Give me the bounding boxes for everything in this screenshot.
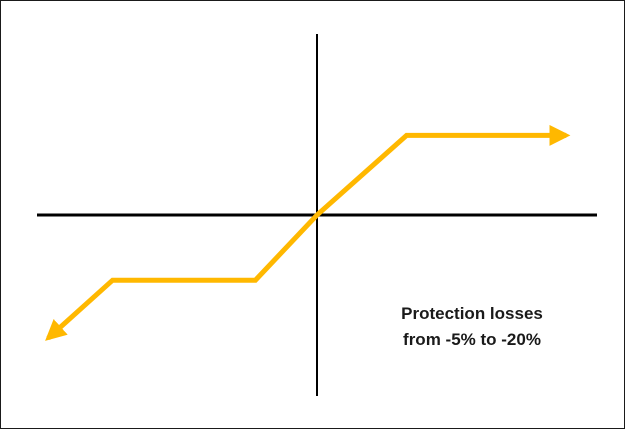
annotation-line-1: Protection losses: [401, 304, 543, 323]
payoff-line: [45, 124, 571, 341]
annotation-line-2: from -5% to -20%: [403, 330, 541, 349]
